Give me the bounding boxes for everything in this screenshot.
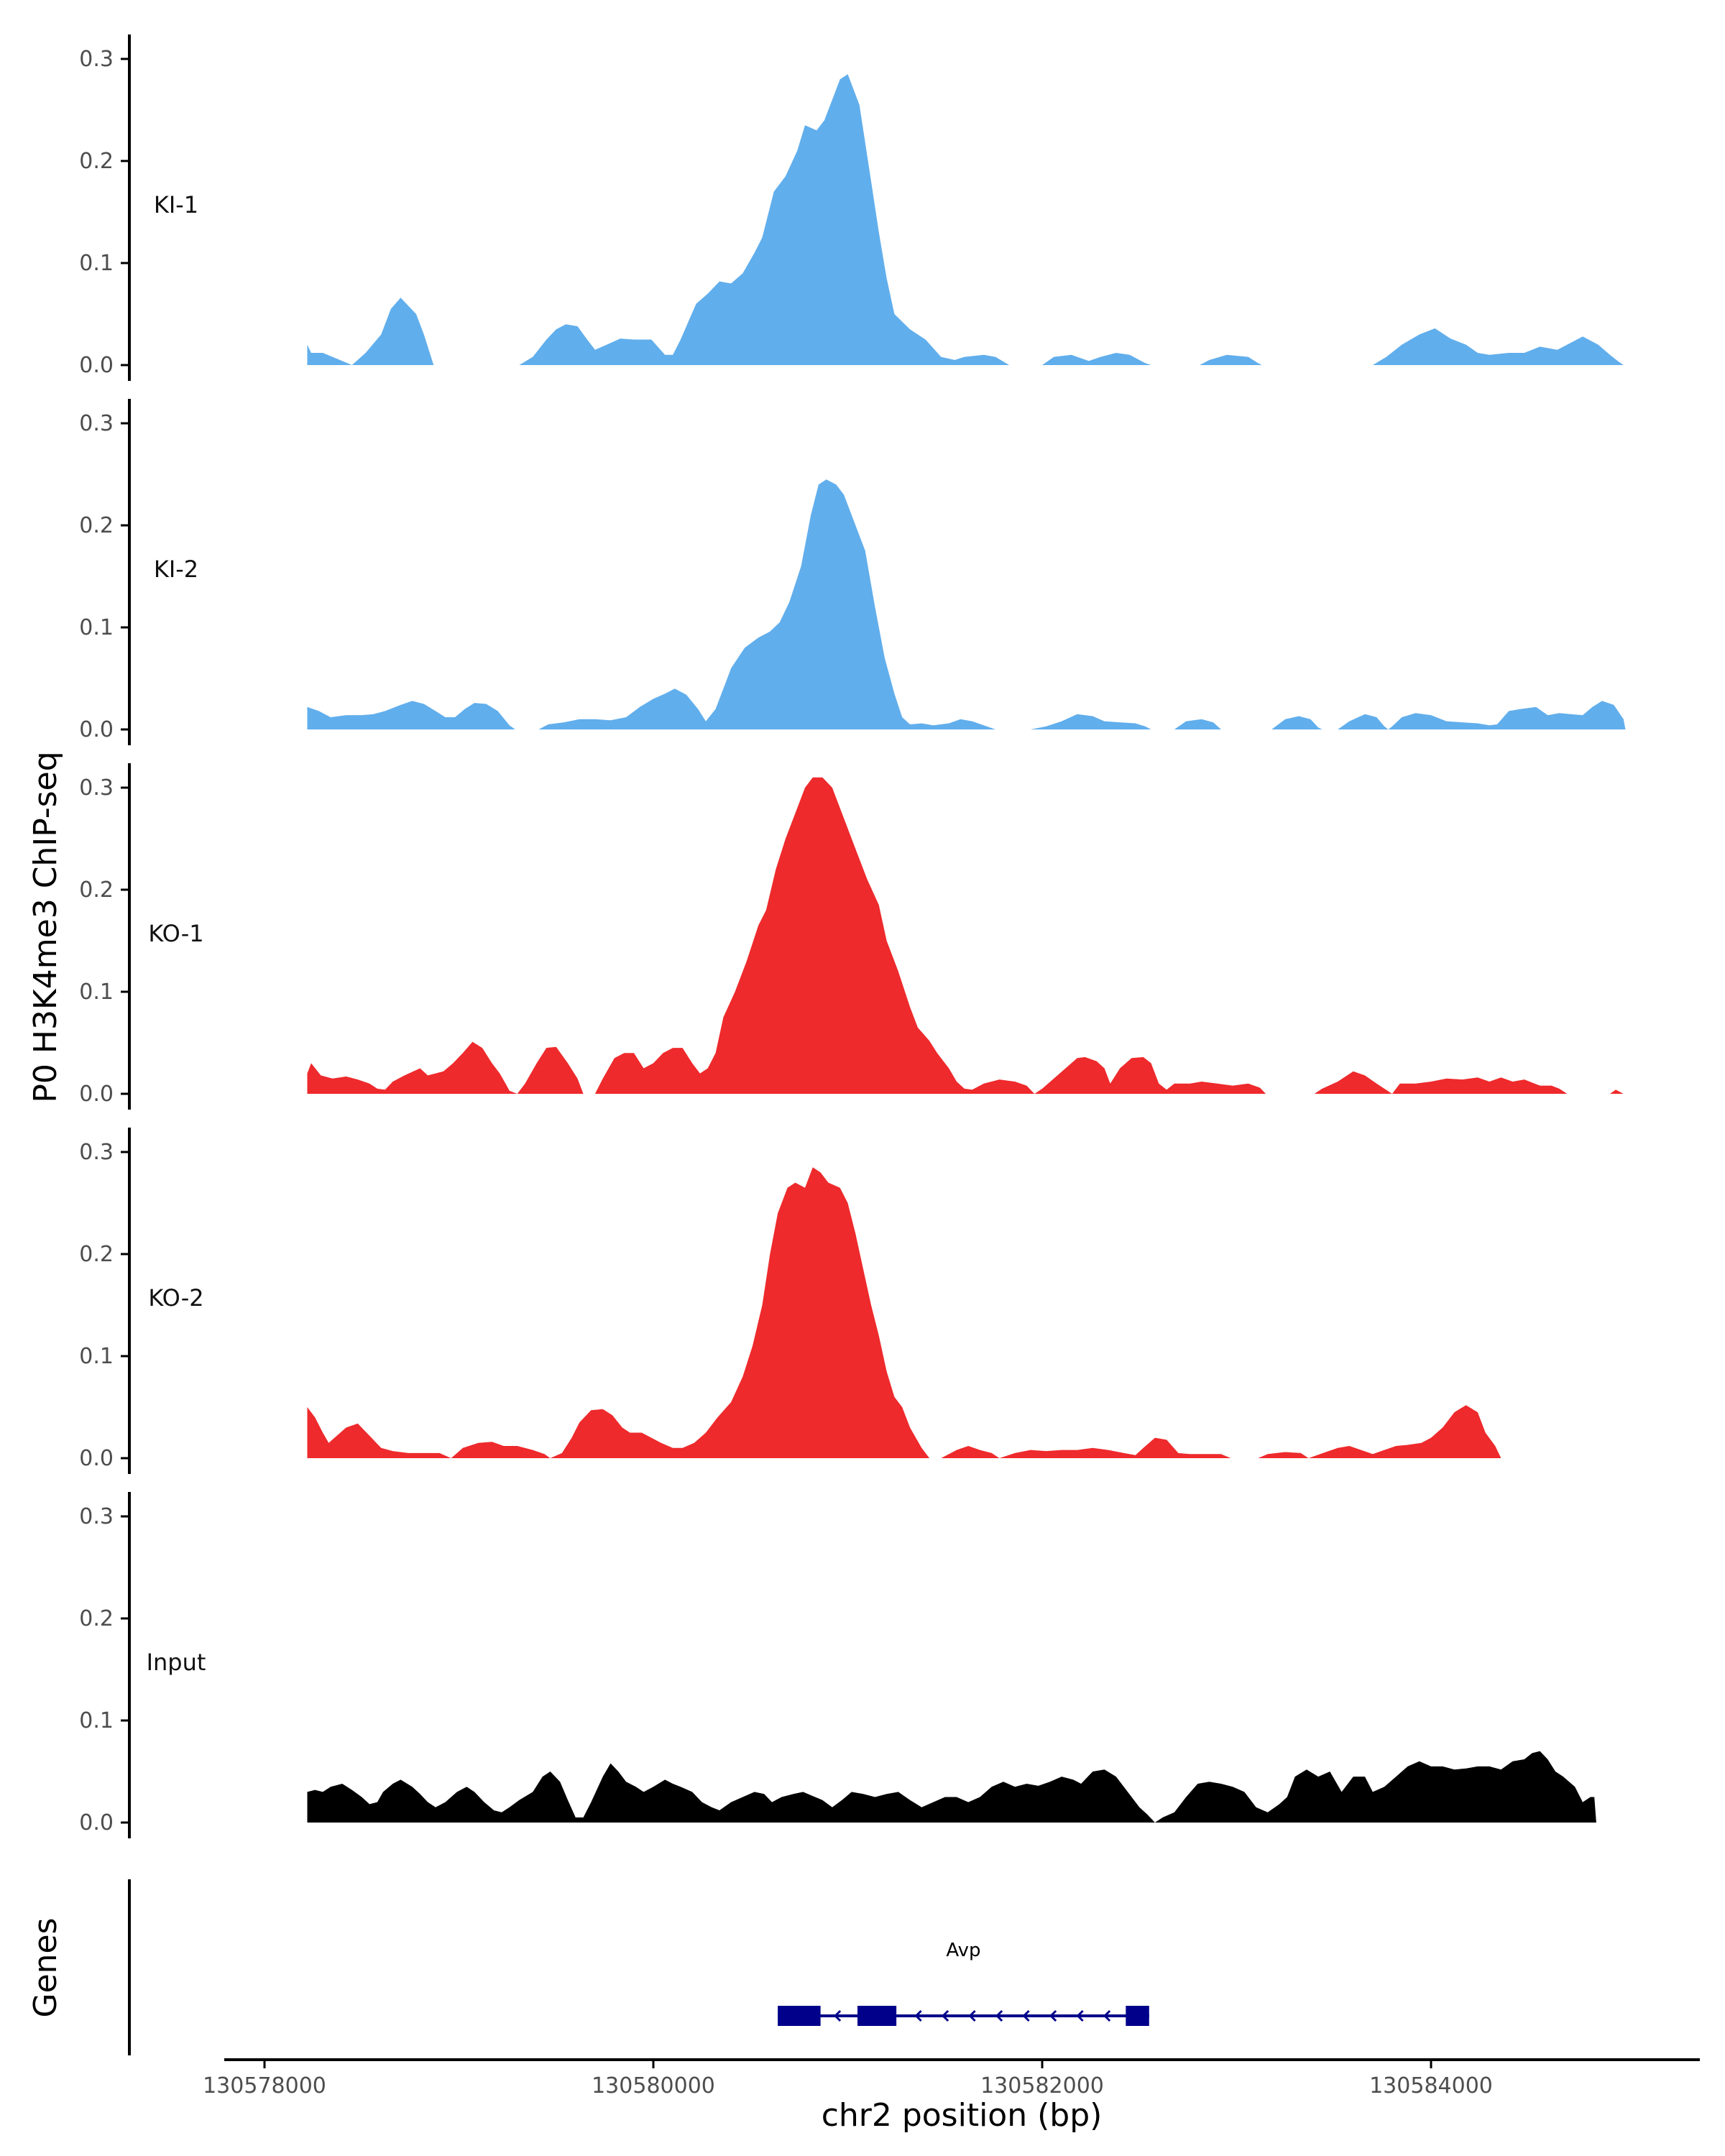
x-tick-label: 130580000 — [592, 2073, 715, 2099]
y-tick-label: 0.0 — [79, 353, 114, 378]
y-tick-label: 0.2 — [79, 1606, 114, 1631]
y-tick-label: 0.0 — [79, 1446, 114, 1471]
y-tick-label: 0.3 — [79, 1504, 114, 1529]
strand-arrow — [833, 2009, 842, 2022]
track-label: Input — [147, 1649, 206, 1676]
y-tick-label: 0.2 — [79, 149, 114, 174]
y-tick-label: 0.2 — [79, 1242, 114, 1267]
track-panel-ki-2: 0.0 0.1 0.2 0.3 KI-2 — [79, 399, 1626, 745]
y-tick-label: 0.1 — [79, 980, 114, 1005]
tracks-group: 0.00.10.20.3KI-10.00.10.20.3KI-20.00.10.… — [79, 34, 1626, 1838]
coverage-area-input — [307, 1751, 1596, 1823]
y-tick-label: 0.3 — [79, 47, 114, 72]
strand-arrow — [968, 2009, 976, 2022]
strand-arrow — [914, 2009, 922, 2022]
x-tick-label: 130584000 — [1369, 2073, 1493, 2099]
track-panel-ko-1: 0.0 0.1 0.2 0.3 KO-1 — [79, 763, 1624, 1110]
coverage-area-ko-1 — [307, 777, 1624, 1094]
gene-exon — [778, 2006, 821, 2026]
y-tick-label: 0.0 — [79, 1082, 114, 1107]
track-panel-ki-1: 0.0 0.1 0.2 0.3 KI-1 — [79, 34, 1624, 381]
y-tick-label: 0.3 — [79, 775, 114, 801]
coverage-area-ko-2 — [307, 1167, 1509, 1458]
y-tick-label: 0.1 — [79, 1344, 114, 1369]
y-tick-label: 0.3 — [79, 1140, 114, 1165]
y-tick-label: 0.0 — [79, 1810, 114, 1835]
strand-arrow — [1076, 2009, 1084, 2022]
y-tick-label: 0.0 — [79, 717, 114, 742]
y-tick-label: 0.2 — [79, 513, 114, 538]
strand-arrow — [1022, 2009, 1030, 2022]
y-tick-label: 0.3 — [79, 411, 114, 436]
strand-arrow — [941, 2009, 949, 2022]
gene-name-label: Avp — [946, 1940, 980, 1961]
coverage-area-ki-2 — [307, 479, 1626, 729]
track-label: KI-1 — [154, 191, 198, 218]
coverage-area-ki-1 — [307, 74, 1624, 366]
gene-track: Genes Avp — [27, 1879, 1149, 2055]
x-tick-label: 130578000 — [203, 2073, 326, 2099]
strand-arrow — [1049, 2009, 1057, 2022]
track-panel-ko-2: 0.0 0.1 0.2 0.3 KO-2 — [79, 1128, 1509, 1474]
y-tick-label: 0.1 — [79, 251, 114, 276]
genes-axis-title: Genes — [27, 1917, 64, 2017]
y-tick-label: 0.1 — [79, 1708, 114, 1733]
x-axis-title: chr2 position (bp) — [822, 2097, 1103, 2134]
gene-exon — [857, 2006, 897, 2026]
track-panel-input: 0.0 0.1 0.2 0.3 Input — [79, 1492, 1596, 1838]
y-tick-label: 0.1 — [79, 615, 114, 640]
track-label: KI-2 — [154, 556, 198, 583]
track-label: KO-1 — [148, 920, 203, 947]
x-tick-label: 130582000 — [980, 2073, 1104, 2099]
track-label: KO-2 — [148, 1284, 203, 1312]
strand-arrow — [995, 2009, 1003, 2022]
strand-arrow — [1103, 2009, 1111, 2022]
gene-items: Avp — [778, 1940, 1149, 2026]
x-axis: 130578000 130580000 130582000 130584000 chr… — [203, 2058, 1700, 2134]
gene-exon — [1126, 2006, 1149, 2026]
y-axis-title: P0 H3K4me3 ChIP-seq — [27, 751, 64, 1102]
x-ticks: 130578000 130580000 130582000 130584000 — [203, 2060, 1493, 2099]
y-tick-label: 0.2 — [79, 877, 114, 903]
